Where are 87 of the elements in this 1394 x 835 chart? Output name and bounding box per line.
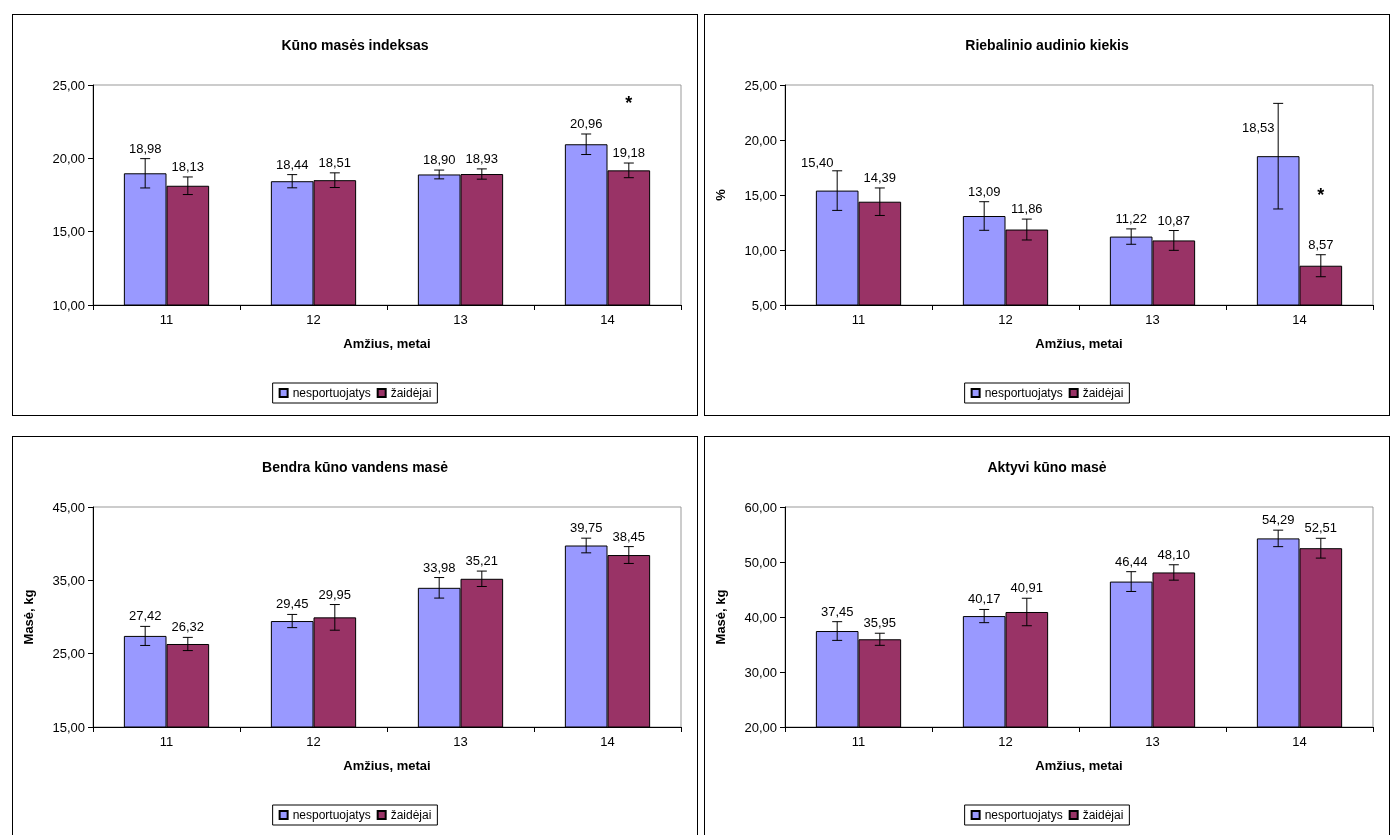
x-tick-label: 14 bbox=[600, 734, 615, 749]
y-tick-label: 20,00 bbox=[744, 132, 777, 148]
data-label: 52,51 bbox=[1304, 520, 1338, 536]
data-label: 18,51 bbox=[318, 154, 352, 170]
y-tick-label: 15,00 bbox=[52, 224, 85, 240]
x-tick-label: 14 bbox=[1292, 312, 1307, 327]
x-tick-label: 12 bbox=[306, 734, 321, 749]
data-label: 11,86 bbox=[1011, 201, 1043, 217]
data-label: 15,40 bbox=[800, 154, 834, 170]
x-tick-label: 11 bbox=[851, 734, 866, 749]
data-label: 18,53 bbox=[1241, 120, 1275, 136]
data-label: 20,96 bbox=[569, 115, 603, 131]
data-label: 18,90 bbox=[422, 152, 456, 168]
y-tick-label: 25,00 bbox=[52, 77, 85, 93]
y-tick-label: 15,00 bbox=[744, 187, 777, 203]
y-tick-label: 35,00 bbox=[52, 572, 85, 588]
y-tick-label: 15,00 bbox=[52, 719, 85, 735]
x-tick-label: 11 bbox=[851, 312, 866, 327]
y-tick-label: 50,00 bbox=[744, 554, 777, 570]
legend-label: nesportuojatys bbox=[984, 808, 1063, 822]
chart-title: Bendra kūno vandens masė bbox=[262, 459, 449, 475]
x-tick-label: 13 bbox=[453, 734, 468, 749]
x-axis-title: Amžius, metai bbox=[1035, 336, 1123, 351]
y-tick-label: 10,00 bbox=[744, 242, 777, 258]
data-label: 46,44 bbox=[1114, 553, 1148, 569]
x-tick-label: 13 bbox=[453, 312, 468, 327]
data-label: 18,93 bbox=[465, 150, 499, 166]
data-label: 37,45 bbox=[820, 603, 854, 619]
data-label: 13,09 bbox=[967, 183, 1001, 199]
data-label: 18,44 bbox=[275, 156, 309, 172]
y-tick-label: 45,00 bbox=[52, 499, 85, 515]
data-label: 14,39 bbox=[863, 169, 897, 185]
data-label: 18,13 bbox=[171, 158, 205, 174]
data-label: 35,21 bbox=[465, 553, 499, 569]
y-tick-label: 20,00 bbox=[52, 150, 85, 166]
x-tick-label: 11 bbox=[159, 734, 174, 749]
x-tick-label: 14 bbox=[600, 312, 615, 327]
y-axis-title: Masė, kg bbox=[21, 589, 36, 645]
legend-label: nesportuojatys bbox=[984, 386, 1063, 400]
data-label: 29,95 bbox=[318, 586, 352, 602]
y-tick-label: 60,00 bbox=[744, 499, 777, 515]
data-label: 29,45 bbox=[275, 596, 309, 612]
legend-label: nesportuojatys bbox=[292, 386, 371, 400]
x-axis-title: Amžius, metai bbox=[343, 336, 431, 351]
legend-label: žaidėjai bbox=[390, 808, 432, 822]
data-label: 26,32 bbox=[171, 619, 205, 635]
data-label: 27,42 bbox=[128, 608, 162, 624]
data-label: 40,91 bbox=[1010, 580, 1044, 596]
data-label: 54,29 bbox=[1261, 512, 1295, 528]
y-tick-label: 25,00 bbox=[52, 646, 85, 662]
x-tick-label: 13 bbox=[1145, 734, 1160, 749]
data-label: 11,22 bbox=[1115, 210, 1147, 226]
x-tick-label: 14 bbox=[1292, 734, 1307, 749]
y-tick-label: 30,00 bbox=[744, 664, 777, 680]
data-label: 33,98 bbox=[422, 559, 456, 575]
annotation: * bbox=[1317, 184, 1325, 205]
x-tick-label: 13 bbox=[1145, 312, 1160, 327]
x-axis-title: Amžius, metai bbox=[343, 758, 431, 773]
data-label: 48,10 bbox=[1157, 546, 1191, 562]
data-label: 35,95 bbox=[863, 615, 897, 631]
y-tick-label: 10,00 bbox=[52, 297, 85, 313]
chart-title: Riebalinio audinio kiekis bbox=[965, 37, 1129, 53]
data-label: 8,57 bbox=[1308, 236, 1334, 252]
x-tick-label: 12 bbox=[306, 312, 321, 327]
x-axis-title: Amžius, metai bbox=[1035, 758, 1123, 773]
annotation: * bbox=[625, 93, 633, 114]
x-tick-label: 12 bbox=[998, 734, 1013, 749]
data-label: 38,45 bbox=[612, 528, 646, 544]
y-tick-label: 5,00 bbox=[751, 297, 777, 313]
legend-label: žaidėjai bbox=[1082, 808, 1124, 822]
y-tick-label: 40,00 bbox=[744, 609, 777, 625]
data-label: 18,98 bbox=[128, 140, 162, 156]
y-tick-label: 20,00 bbox=[744, 719, 777, 735]
legend-label: žaidėjai bbox=[390, 386, 432, 400]
y-axis-title: % bbox=[713, 188, 728, 201]
chart-title: Aktyvi kūno masė bbox=[987, 459, 1107, 475]
data-label: 19,18 bbox=[612, 145, 646, 161]
x-tick-label: 11 bbox=[159, 312, 174, 327]
y-tick-label: 25,00 bbox=[744, 77, 777, 93]
data-label: 39,75 bbox=[569, 520, 603, 536]
legend-label: nesportuojatys bbox=[292, 808, 371, 822]
x-tick-label: 12 bbox=[998, 312, 1013, 327]
data-label: 40,17 bbox=[967, 591, 1001, 607]
chart-title: Kūno masės indeksas bbox=[281, 37, 429, 53]
y-axis-title: Masė, kg bbox=[713, 589, 728, 645]
legend-label: žaidėjai bbox=[1082, 386, 1124, 400]
data-label: 10,87 bbox=[1157, 212, 1191, 228]
